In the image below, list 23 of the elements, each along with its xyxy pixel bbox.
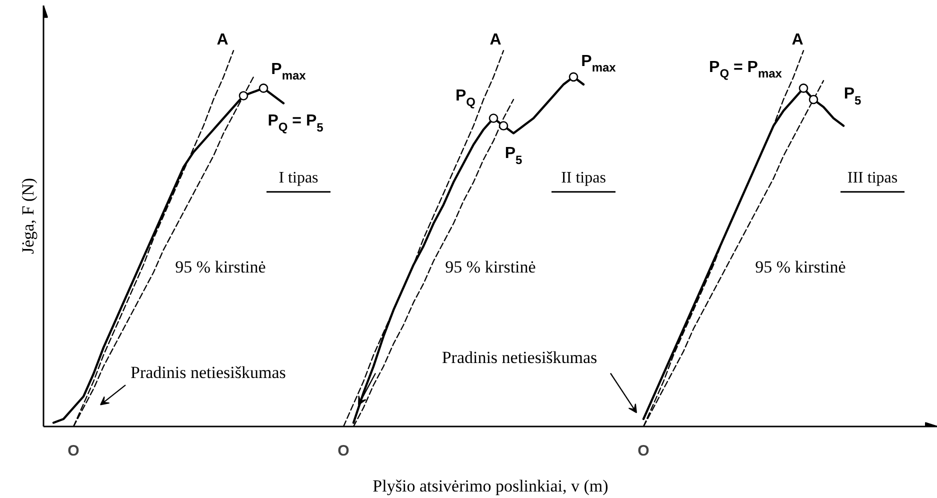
text: A: [490, 32, 502, 49]
point: [238, 91, 248, 100]
x-axis-title: Plyšio atsivėrimo poslinkiai, v (m): [372, 476, 608, 496]
text: III tipas: [847, 170, 898, 187]
x-tick-label: O: [638, 442, 650, 460]
x-tick-label: O: [338, 442, 350, 460]
annotation: 95 % kirstinė: [175, 257, 266, 276]
point: [808, 94, 818, 104]
annotation: 95 % kirstinė: [445, 257, 536, 276]
text: A: [216, 32, 229, 49]
x-tick-label: O: [68, 442, 80, 460]
annotation: Pradinis netiesiškumas: [130, 362, 286, 382]
annotation: 95 % kirstinė: [755, 257, 846, 276]
y-axis-title: Jėga, F (N): [18, 178, 38, 254]
point: [258, 84, 268, 93]
point: [488, 114, 498, 123]
point: [498, 121, 508, 130]
annotation: Pradinis netiesiškumas: [442, 348, 598, 367]
text: A: [792, 32, 804, 49]
text: II tipas: [561, 170, 606, 187]
point: [798, 84, 808, 93]
point: [568, 72, 578, 82]
text: I tipas: [278, 170, 318, 187]
